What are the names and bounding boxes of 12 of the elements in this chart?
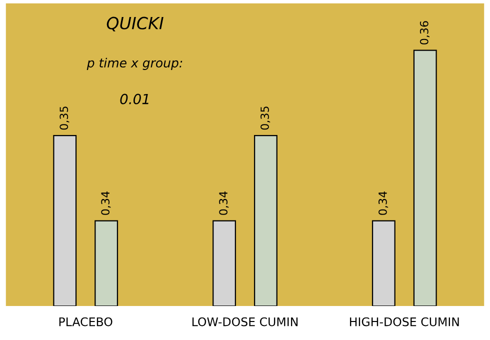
annotation: QUICKI: [106, 16, 164, 32]
x-tick-label: HIGH-DOSE CUMIN: [350, 317, 459, 326]
data-label: 0,34: [219, 192, 229, 215]
x-tick-label: LOW-DOSE CUMIN: [192, 317, 298, 326]
data-label: 0,34: [378, 192, 388, 215]
data-label: 0,36: [420, 21, 430, 44]
data-label: 0,34: [101, 192, 111, 215]
annotation: 0.01: [120, 94, 148, 104]
data-label: 0,35: [60, 106, 70, 130]
annotation: p time x group:: [86, 58, 182, 70]
data-label: 0,35: [260, 106, 270, 130]
x-tick-label: PLACEBO: [59, 317, 112, 326]
